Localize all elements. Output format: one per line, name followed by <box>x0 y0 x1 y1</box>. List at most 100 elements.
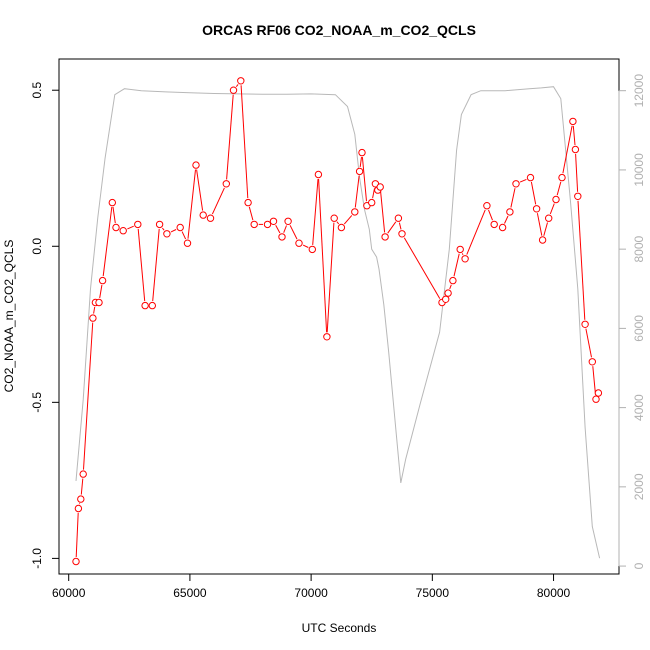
series-segment <box>152 228 160 302</box>
series-segment <box>93 306 96 314</box>
data-point <box>594 389 603 397</box>
y2-tick-label: 6000 <box>632 315 646 342</box>
data-point <box>498 223 507 232</box>
data-point <box>588 358 596 366</box>
data-point <box>330 214 338 222</box>
y2-tick-label: 4000 <box>632 394 646 421</box>
data-point <box>442 295 450 303</box>
data-point <box>398 230 406 238</box>
data-point <box>206 214 215 222</box>
data-point <box>229 86 238 94</box>
data-point <box>581 320 589 328</box>
series-segment <box>312 178 319 245</box>
data-point <box>368 198 376 207</box>
primary-series-layer <box>72 77 603 566</box>
plot-frame <box>58 58 620 575</box>
data-point <box>263 220 272 229</box>
series-segment <box>302 244 309 248</box>
data-point <box>558 173 566 182</box>
data-point <box>141 301 149 310</box>
data-point <box>323 333 331 341</box>
data-point <box>512 180 520 188</box>
data-point <box>506 208 514 216</box>
series-segment <box>387 221 397 234</box>
x-axis: 60000 65000 70000 75000 80000 <box>52 573 571 600</box>
data-point <box>337 223 346 232</box>
data-point <box>552 195 560 204</box>
data-point <box>89 314 97 322</box>
x-tick-label: 65000 <box>173 586 207 600</box>
y2-tick-label: 0 <box>632 562 646 569</box>
data-point <box>449 276 457 285</box>
series-segment <box>461 253 464 256</box>
data-point <box>278 233 286 241</box>
series-segment <box>549 203 555 215</box>
series-segment <box>83 322 94 470</box>
data-point <box>237 77 245 85</box>
y2-tick-label: 2000 <box>632 473 646 500</box>
data-point <box>355 167 364 176</box>
series-segment <box>536 213 543 236</box>
series-segment <box>543 222 548 236</box>
series-segment <box>80 478 84 495</box>
data-point <box>358 148 366 157</box>
series-segment <box>510 188 516 208</box>
data-point <box>444 289 452 297</box>
secondary-series-layer <box>75 86 601 559</box>
data-point <box>74 504 83 513</box>
x-tick-label: 60000 <box>52 586 86 600</box>
series-segment <box>235 84 239 88</box>
data-point <box>456 245 464 254</box>
series-segment <box>170 229 177 233</box>
data-point <box>295 239 303 247</box>
chart-title: ORCAS RF06 CO2_NOAA_m_CO2_QCLS <box>202 22 476 38</box>
series-segment <box>211 187 225 215</box>
data-point <box>222 180 231 188</box>
series-segment <box>466 209 486 255</box>
data-point <box>394 214 403 222</box>
series-segment <box>240 85 249 199</box>
data-point <box>163 230 171 238</box>
series-segment <box>275 225 281 234</box>
data-point <box>98 276 107 285</box>
series-segment <box>226 94 234 180</box>
secondary-series-line <box>75 86 601 559</box>
y-axis-left: -1.0 -0.5 0.0 0.5 <box>30 82 60 569</box>
series-segment <box>283 225 287 233</box>
data-point <box>545 214 553 222</box>
data-point <box>77 495 85 503</box>
series-segment <box>99 284 103 299</box>
y-tick-label: 0.0 <box>30 238 44 255</box>
y-tick-label: -0.5 <box>30 392 44 413</box>
data-point <box>155 220 164 229</box>
data-point <box>176 223 184 232</box>
series-segment <box>504 215 509 224</box>
series-segment <box>187 169 196 239</box>
data-point <box>119 227 127 235</box>
data-point <box>483 202 491 210</box>
data-point <box>269 217 278 226</box>
x-axis-title: UTC Seconds <box>302 621 377 635</box>
series-segment <box>359 157 362 167</box>
series-segment <box>577 200 586 320</box>
data-point <box>351 208 359 216</box>
series-segment <box>453 253 460 277</box>
series-segment <box>112 206 116 224</box>
data-point <box>148 301 157 310</box>
series-segment <box>572 125 576 146</box>
series-segment <box>318 178 328 333</box>
y-tick-label: 0.5 <box>30 82 44 99</box>
y2-tick-label: 10000 <box>632 153 646 187</box>
y-axis-title: CO2_NOAA_m_CO2_QCLS <box>2 240 16 393</box>
y-axis-right: 0 2000 4000 6000 8000 10000 12000 <box>618 74 646 569</box>
series-segment <box>592 366 596 395</box>
data-point <box>526 173 535 182</box>
data-point <box>244 198 252 207</box>
data-point <box>569 117 577 126</box>
series-segment <box>449 284 452 290</box>
series-segment <box>336 221 340 225</box>
series-segment <box>403 237 441 299</box>
data-point <box>199 211 207 219</box>
series-segment <box>556 181 562 196</box>
series-segment <box>530 181 537 205</box>
